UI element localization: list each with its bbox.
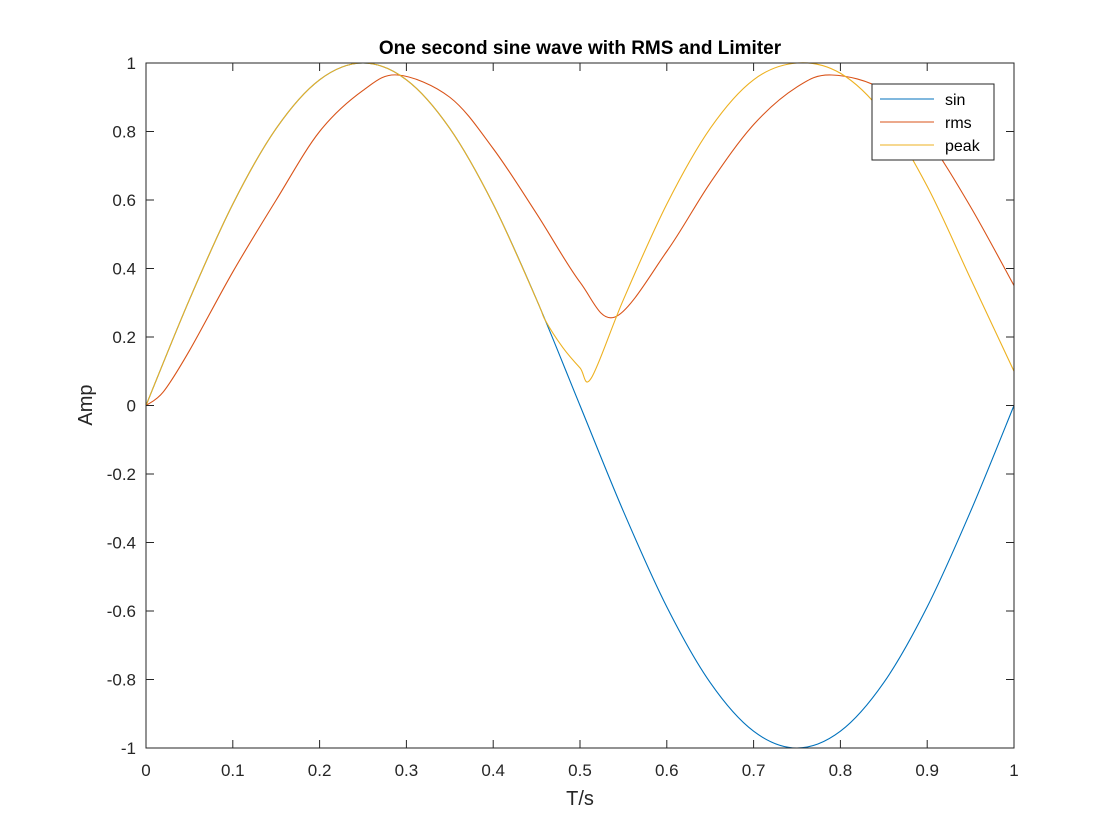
y-tick-label: -0.2 (107, 465, 136, 484)
x-tick-label: 0.2 (308, 761, 332, 780)
x-axis-label: T/s (566, 788, 594, 810)
legend-label-sin: sin (945, 92, 965, 109)
x-tick-label: 0 (141, 761, 150, 780)
y-tick-label: -0.8 (107, 671, 136, 690)
x-tick-label: 0.5 (568, 761, 592, 780)
series-layer (145, 62, 1015, 749)
x-tick-label: 0.9 (915, 761, 939, 780)
chart-title: One second sine wave with RMS and Limite… (379, 38, 782, 59)
series-line-peak (145, 62, 1015, 406)
x-tick-label: 0.1 (221, 761, 245, 780)
y-tick-label: 0.8 (112, 123, 136, 142)
x-tick-label: 0.4 (481, 761, 505, 780)
y-axis-label: Amp (75, 384, 97, 425)
x-tick-label: 0.6 (655, 761, 679, 780)
y-tick-label: 0 (127, 397, 136, 416)
legend: sin rms peak (871, 83, 995, 161)
x-tick-label: 0.3 (395, 761, 419, 780)
series-line-rms (145, 74, 1015, 406)
y-tick-label: 0.4 (112, 260, 136, 279)
ticks-layer: 0 0.1 0.2 0.3 0.4 0.5 0.6 0.7 0.8 0.9 1 -1 -0.8 -0.6 -… (107, 54, 1019, 780)
y-tick-label: 0.6 (112, 191, 136, 210)
legend-label-peak: peak (945, 138, 981, 155)
y-tick-label: -0.6 (107, 602, 136, 621)
y-tick-label: 0.2 (112, 328, 136, 347)
x-tick-label: 0.7 (742, 761, 766, 780)
y-tick-label: -0.4 (107, 534, 136, 553)
legend-label-rms: rms (945, 115, 972, 132)
y-tick-label: 1 (127, 54, 136, 73)
y-tick-label: -1 (121, 739, 136, 758)
x-tick-label: 1 (1009, 761, 1018, 780)
x-tick-label: 0.8 (829, 761, 853, 780)
